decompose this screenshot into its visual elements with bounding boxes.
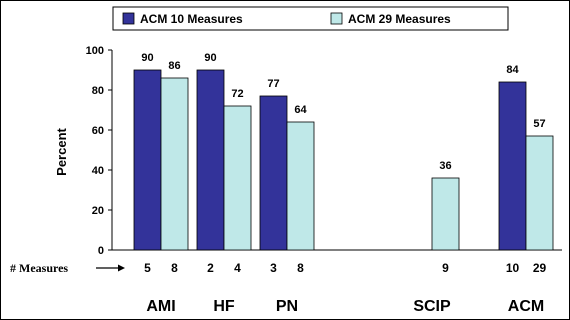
bar [286,121,315,251]
bars [133,69,554,251]
bar [431,177,460,251]
y-tick-label: 100 [86,45,104,57]
y-tick-label: 80 [92,85,104,97]
measure-counts: 5 8 2 4 3 8 9 10 29 [144,261,546,275]
measure-count: 10 [506,261,520,275]
measures-row-label: # Measures [10,261,68,275]
measure-count: 4 [234,261,241,275]
data-label: 77 [267,78,279,90]
legend-label-series-2: ACM 29 Measures [348,12,451,26]
data-label: 36 [439,160,451,172]
measure-count: 8 [171,261,178,275]
data-labels: 90 86 90 72 77 64 36 84 57 [141,52,545,172]
category-label: SCIP [413,298,451,315]
bar [259,95,288,251]
y-tick-label: 40 [92,165,104,177]
measure-count: 2 [207,261,214,275]
measure-count: 29 [533,261,547,275]
bar [223,105,252,251]
bar [525,135,554,251]
measure-count: 3 [270,261,277,275]
bar [498,81,527,251]
data-label: 72 [231,88,243,100]
category-label: ACM [508,298,544,315]
data-label: 57 [533,118,545,130]
legend-label-series-1: ACM 10 Measures [140,12,243,26]
y-axis-title: Percent [54,127,69,175]
category-label: PN [276,298,298,315]
bar [160,77,189,251]
category-label: HF [213,298,235,315]
category-labels: AMI HF PN SCIP ACM [146,298,544,315]
data-label: 90 [204,52,216,64]
data-label: 86 [168,60,180,72]
measure-count: 8 [297,261,304,275]
measure-count: 9 [442,261,449,275]
legend: ACM 10 Measures ACM 29 Measures [112,6,509,31]
legend-box [112,6,509,31]
y-tick-label: 20 [92,205,104,217]
data-label: 90 [141,52,153,64]
y-tick-label: 0 [98,245,104,257]
bar [196,69,225,251]
bar [133,69,162,251]
data-label: 64 [294,104,307,116]
data-label: 84 [506,64,519,76]
measure-count: 5 [144,261,151,275]
legend-swatch-series-1 [122,12,135,25]
legend-swatch-series-2 [330,12,343,25]
arrow-icon [96,264,125,272]
category-label: AMI [146,298,175,315]
y-tick-label: 60 [92,125,104,137]
